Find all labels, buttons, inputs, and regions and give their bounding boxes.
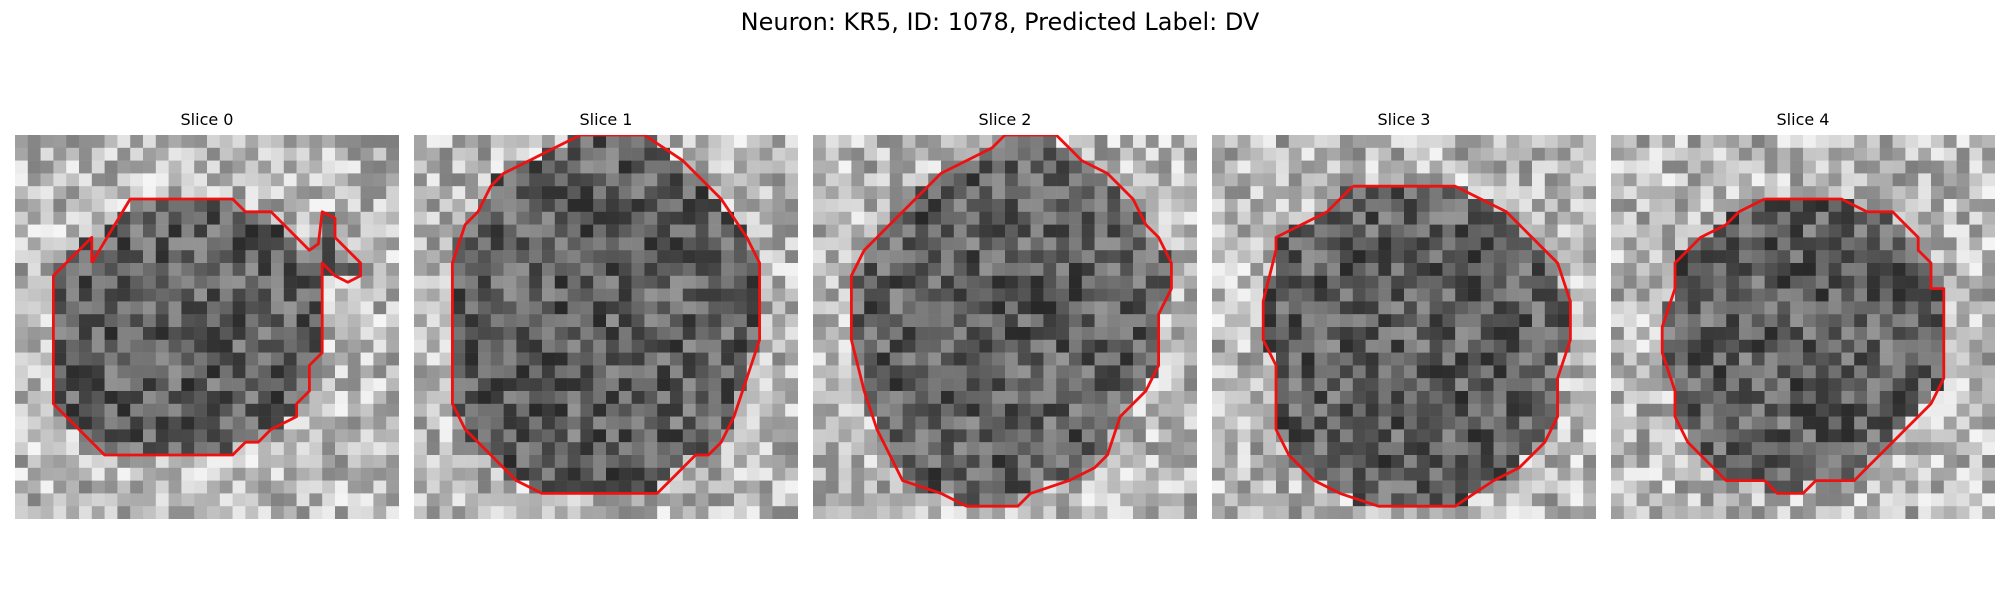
slice-image-2: [813, 135, 1197, 519]
slice-image-1: [414, 135, 798, 519]
slice-pixels-0: [15, 135, 399, 519]
slice-title-2: Slice 2: [813, 108, 1197, 132]
slice-pixels-1: [414, 135, 798, 519]
slice-title-4: Slice 4: [1611, 108, 1995, 132]
slice-pixels-3: [1212, 135, 1596, 519]
slice-pixels-2: [813, 135, 1197, 519]
slice-title-0: Slice 0: [15, 108, 399, 132]
slice-image-0: [15, 135, 399, 519]
slice-image-3: [1212, 135, 1596, 519]
slice-title-3: Slice 3: [1212, 108, 1596, 132]
slice-image-4: [1611, 135, 1995, 519]
slice-title-1: Slice 1: [414, 108, 798, 132]
slice-pixels-4: [1611, 135, 1995, 519]
figure-title: Neuron: KR5, ID: 1078, Predicted Label: …: [0, 6, 2000, 38]
